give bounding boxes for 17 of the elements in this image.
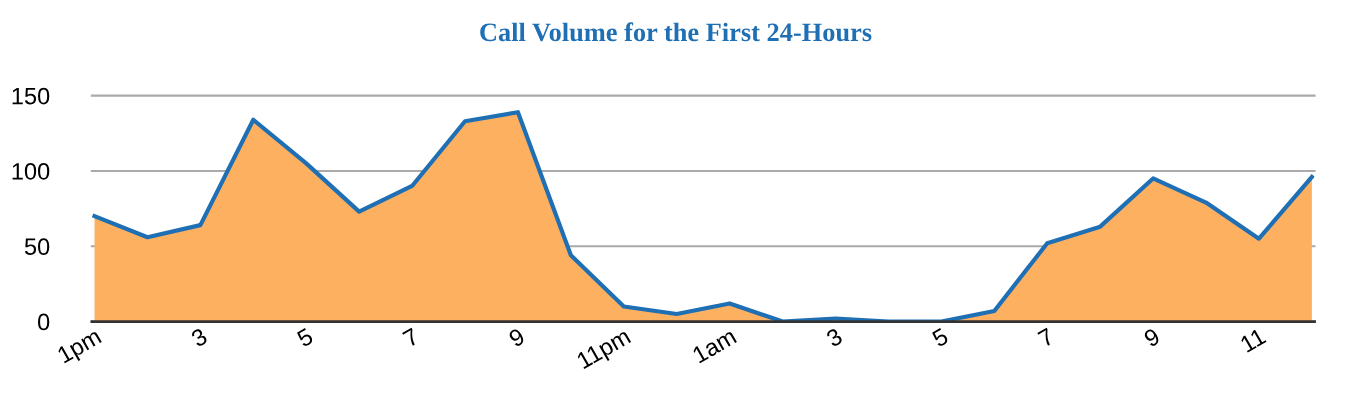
x-tick-label: 5 xyxy=(931,327,950,348)
y-tick-label: 0 xyxy=(37,313,50,331)
x-tick-label: 3 xyxy=(825,327,844,348)
x-tick-label: 11pm xyxy=(576,327,634,374)
x-tick-label: 11 xyxy=(1239,327,1267,353)
y-tick-label: 50 xyxy=(24,238,50,256)
y-tick-label: 100 xyxy=(12,163,50,180)
x-tick-label: 1pm xyxy=(56,327,105,368)
x-tick-label: 1am xyxy=(691,327,737,364)
x-tick-label: 7 xyxy=(402,327,420,348)
x-tick-label: 7 xyxy=(1037,327,1055,348)
x-tick-label: 9 xyxy=(1142,327,1161,348)
x-tick-label: 9 xyxy=(507,327,526,348)
x-tick-label: 5 xyxy=(296,327,315,348)
y-tick-label: 150 xyxy=(12,87,50,105)
chart-title: Call Volume for the First 24-Hours xyxy=(480,22,872,42)
x-tick-label: 3 xyxy=(190,327,209,348)
